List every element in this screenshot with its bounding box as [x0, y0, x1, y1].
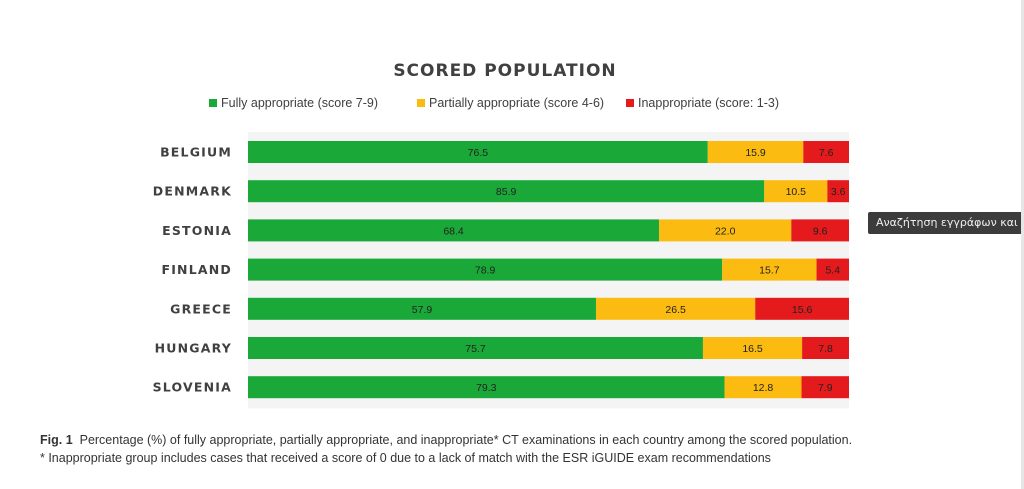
data-label: 15.7 — [759, 265, 780, 277]
bar-segment — [248, 297, 596, 320]
bar-segment — [248, 337, 703, 359]
category-label: ESTONIA — [162, 223, 232, 238]
data-label: 7.6 — [819, 147, 834, 159]
category-label: DENMARK — [153, 184, 232, 199]
bar-segment — [248, 141, 708, 163]
bar-segment — [659, 219, 792, 242]
bar-segment — [803, 141, 849, 163]
figure-label: Fig. 1 — [40, 433, 73, 447]
category-label: GREECE — [170, 301, 232, 316]
bar-segment — [827, 180, 849, 203]
data-label: 26.5 — [665, 304, 686, 316]
category-label: FINLAND — [161, 262, 232, 277]
bar-segment — [801, 376, 849, 399]
data-label: 15.6 — [792, 304, 813, 316]
data-label: 15.9 — [745, 147, 766, 159]
data-label: 12.8 — [753, 382, 774, 394]
data-label: 57.9 — [412, 304, 433, 316]
bar-segment — [248, 180, 765, 203]
legend-label: Inappropriate (score: 1-3) — [638, 96, 779, 110]
category-label: HUNGARY — [155, 341, 232, 356]
bar-segment — [816, 258, 849, 281]
page-edge — [1021, 0, 1024, 489]
data-label: 16.5 — [742, 343, 763, 355]
bar-segment — [248, 219, 660, 242]
data-label: 3.6 — [831, 186, 846, 198]
data-label: 79.3 — [476, 382, 497, 394]
bar-segment — [248, 376, 725, 399]
data-label: 5.4 — [825, 265, 840, 277]
legend-swatch — [209, 99, 217, 107]
legend-label: Partially appropriate (score 4-6) — [429, 96, 604, 110]
caption-footnote: * Inappropriate group includes cases tha… — [40, 451, 771, 465]
bar-segment — [764, 180, 828, 203]
data-label: 68.4 — [443, 225, 464, 237]
legend: Fully appropriate (score 7-9) Partially a… — [209, 96, 779, 110]
data-label: 9.6 — [813, 225, 828, 237]
bar-segment — [722, 258, 817, 281]
chart: SCORED POPULATION Fully appropriate (sco… — [153, 61, 849, 409]
data-label: 7.9 — [818, 382, 833, 394]
bars: 76.5 15.9 7.6 85.9 10.5 3.6 68.4 22.0 9.6 78.9 15.… — [248, 132, 849, 409]
figure-caption: Fig. 1 Percentage (%) of fully appropria… — [40, 431, 1000, 467]
legend-swatch — [626, 99, 634, 107]
bar-segment — [702, 337, 803, 359]
data-label: 76.5 — [468, 147, 489, 159]
caption-text: Percentage (%) of fully appropriate, par… — [79, 433, 853, 447]
legend-swatch — [417, 99, 425, 107]
data-label: 22.0 — [715, 225, 736, 237]
data-label: 78.9 — [475, 265, 496, 277]
legend-label: Fully appropriate (score 7-9) — [221, 96, 378, 110]
bar-segment — [248, 258, 723, 281]
data-label: 7.8 — [818, 343, 833, 355]
data-label: 10.5 — [786, 186, 807, 198]
bar-segment — [791, 219, 849, 242]
data-label: 85.9 — [496, 186, 517, 198]
bar-segment — [724, 376, 802, 399]
category-label: SLOVENIA — [153, 380, 232, 395]
bar-segment — [802, 337, 849, 359]
data-label: 75.7 — [465, 343, 486, 355]
bar-segment — [707, 141, 804, 163]
tooltip: Αναζήτηση εγγράφων και c — [868, 212, 1024, 234]
bar-segment — [755, 297, 849, 320]
category-labels: BELGIUM DENMARK ESTONIA FINLAND GREECE HUNGAR… — [153, 145, 232, 395]
chart-title: SCORED POPULATION — [393, 61, 616, 81]
bar-segment — [595, 297, 756, 320]
category-label: BELGIUM — [160, 145, 232, 160]
